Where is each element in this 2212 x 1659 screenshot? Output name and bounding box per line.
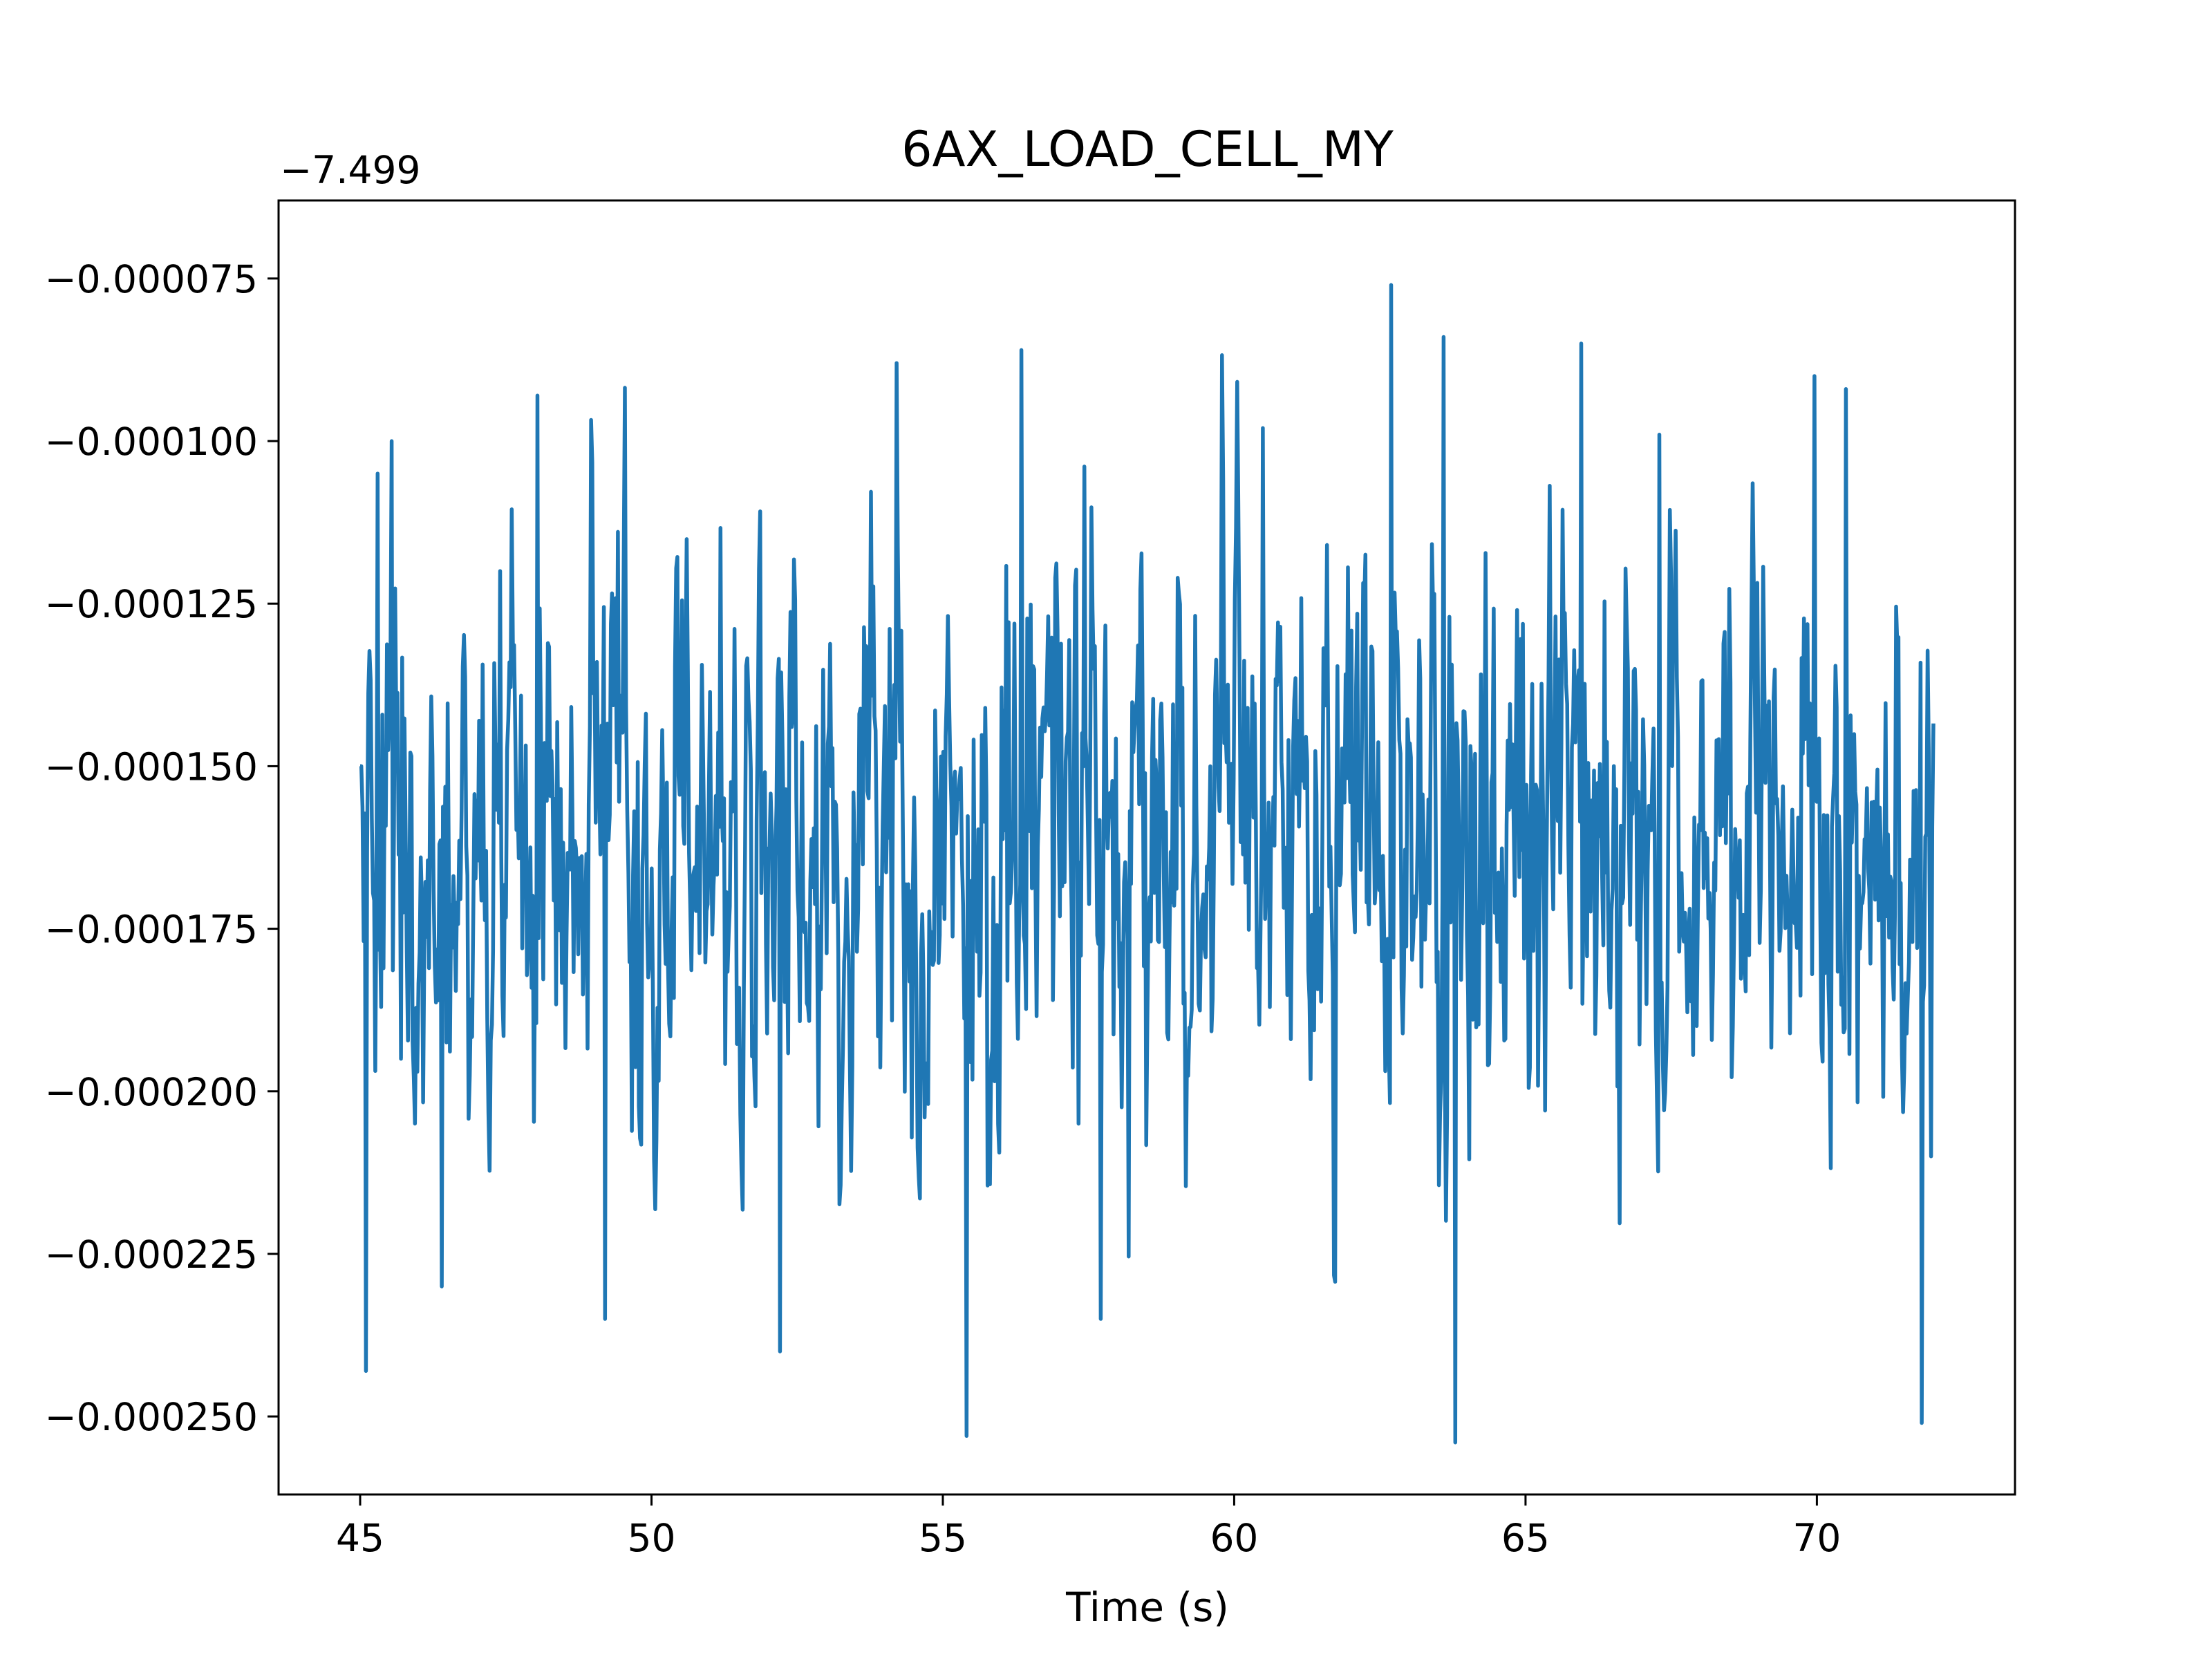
x-tick-label: 50: [627, 1516, 675, 1560]
x-axis-label: Time (s): [1065, 1584, 1229, 1631]
y-tick-label: −0.000225: [44, 1232, 258, 1277]
y-tick-label: −0.000100: [44, 420, 258, 464]
x-tick-label: 65: [1501, 1516, 1550, 1560]
y-tick-label: −0.000250: [44, 1395, 258, 1439]
chart-title: 6AX_LOAD_CELL_MY: [901, 121, 1394, 178]
plot-frame: [277, 199, 2016, 1496]
y-tick-label: −0.000125: [44, 582, 258, 626]
series-line-6ax-load-cell-my: [359, 283, 1936, 1445]
plot-area: [359, 283, 1936, 1445]
y-tick-label: −0.000200: [44, 1070, 258, 1114]
x-tick-label: 45: [336, 1516, 384, 1560]
y-offset-label: −7.499: [280, 148, 421, 192]
x-tick-label: 60: [1210, 1516, 1258, 1560]
y-axis: −0.000075 −0.000100 −0.000125 −0.000150 −0.0…: [44, 257, 279, 1439]
y-tick-label: −0.000150: [44, 744, 258, 789]
y-tick-label: −0.000075: [44, 257, 258, 301]
x-tick-label: 70: [1792, 1516, 1841, 1560]
y-tick-label: −0.000175: [44, 908, 258, 952]
x-axis: 45 50 55 60 65 70: [336, 1494, 1841, 1560]
x-tick-label: 55: [919, 1516, 967, 1560]
